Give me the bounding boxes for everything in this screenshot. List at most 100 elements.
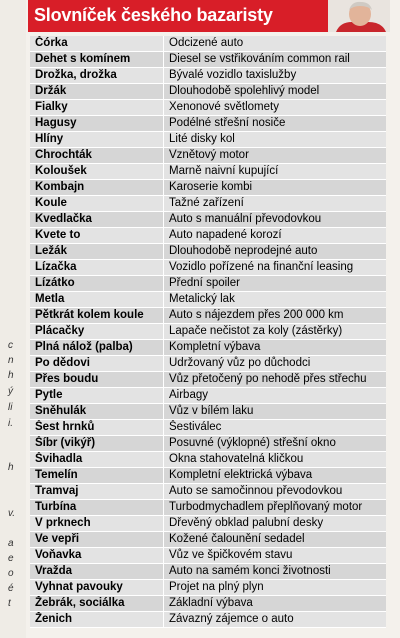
fragment: n bbox=[8, 355, 14, 366]
fragment: v. bbox=[8, 508, 16, 519]
term: Plácačky bbox=[30, 324, 164, 339]
term: Metla bbox=[30, 292, 164, 307]
table-row: Fialky Xenonové světlomety bbox=[30, 100, 386, 116]
term: Koloušek bbox=[30, 164, 164, 179]
definition: Základní výbava bbox=[169, 597, 253, 609]
term: Temelín bbox=[30, 468, 164, 483]
table-row: Ženich Závazný zájemce o auto bbox=[30, 612, 386, 628]
table-row: Hagusy Podélné střešní nosiče bbox=[30, 116, 386, 132]
table-row: Pytle Airbagy bbox=[30, 388, 386, 404]
fragment: ý bbox=[8, 386, 13, 397]
term: Pětkrát kolem koule bbox=[30, 308, 164, 323]
definition: Vůz v bílém laku bbox=[169, 405, 254, 417]
table-row: Kvete to Auto napadené korozí bbox=[30, 228, 386, 244]
table-row: Hlíny Lité disky kol bbox=[30, 132, 386, 148]
definition: Diesel se vstřikováním common rail bbox=[169, 53, 350, 65]
table-row: Chrochták Vznětový motor bbox=[30, 148, 386, 164]
table-row: Plná nálož (palba) Kompletní výbava bbox=[30, 340, 386, 356]
fragment: c bbox=[8, 340, 13, 351]
table-row: Lízátko Přední spoiler bbox=[30, 276, 386, 292]
term: Tramvaj bbox=[30, 484, 164, 499]
fragment: o bbox=[8, 568, 14, 579]
term: Žebrák, sociálka bbox=[30, 596, 164, 611]
table-row: Žebrák, sociálka Základní výbava bbox=[30, 596, 386, 612]
term: Fialky bbox=[30, 100, 164, 115]
table-row: Sněhulák Vůz v bílém laku bbox=[30, 404, 386, 420]
term: Dehet s komínem bbox=[30, 52, 164, 67]
definition: Udržovaný vůz po důchodci bbox=[169, 357, 311, 369]
fragment: e bbox=[8, 553, 14, 564]
definition: Xenonové světlomety bbox=[169, 101, 279, 113]
definition: Podélné střešní nosiče bbox=[169, 117, 286, 129]
term: Koule bbox=[30, 196, 164, 211]
header: Slovníček českého bazaristy bbox=[28, 0, 390, 32]
term: Lízačka bbox=[30, 260, 164, 275]
fragment: h bbox=[8, 370, 14, 381]
definition: Vůz ve špičkovém stavu bbox=[169, 549, 293, 561]
definition: Airbagy bbox=[169, 389, 208, 401]
term: Voňavka bbox=[30, 548, 164, 563]
fragment: i. bbox=[8, 418, 13, 429]
table-row: Ležák Dlouhodobě neprodejné auto bbox=[30, 244, 386, 260]
table-row: Ve vepři Kožené čalounění sedadel bbox=[30, 532, 386, 548]
definition: Auto napadené korozí bbox=[169, 229, 282, 241]
table-row: Metla Metalický lak bbox=[30, 292, 386, 308]
table-row: Šest hrnků Šestiválec bbox=[30, 420, 386, 436]
term: Hagusy bbox=[30, 116, 164, 131]
table-row: Pětkrát kolem koule Auto s nájezdem přes … bbox=[30, 308, 386, 324]
term: Ženich bbox=[30, 612, 164, 627]
term: Čórka bbox=[30, 36, 164, 51]
definition: Metalický lak bbox=[169, 293, 235, 305]
fragment: h bbox=[8, 462, 14, 473]
table-row: Vyhnat pavouky Projet na plný plyn bbox=[30, 580, 386, 596]
definition: Kompletní výbava bbox=[169, 341, 261, 353]
term: V prknech bbox=[30, 516, 164, 531]
definition: Auto s manuální převodovkou bbox=[169, 213, 322, 225]
table-row: Po dědovi Udržovaný vůz po důchodci bbox=[30, 356, 386, 372]
definition: Kompletní elektrická výbava bbox=[169, 469, 313, 481]
term: Chrochták bbox=[30, 148, 164, 163]
table-row: Švihadla Okna stahovatelná kličkou bbox=[30, 452, 386, 468]
term: Turbína bbox=[30, 500, 164, 515]
definition: Odcizené auto bbox=[169, 37, 244, 49]
table-row: Temelín Kompletní elektrická výbava bbox=[30, 468, 386, 484]
fragment: t bbox=[8, 598, 11, 609]
fragment: é bbox=[8, 583, 14, 594]
definition: Projet na plný plyn bbox=[169, 581, 264, 593]
term: Kombajn bbox=[30, 180, 164, 195]
definition: Vozidlo pořízené na finanční leasing bbox=[169, 261, 354, 273]
definition: Marně naivní kupující bbox=[169, 165, 279, 177]
definition: Dřevěný obklad palubní desky bbox=[169, 517, 324, 529]
table-row: Drožka, drožka Bývalé vozidlo taxislužby bbox=[30, 68, 386, 84]
term: Přes boudu bbox=[30, 372, 164, 387]
table-row: V prknech Dřevěný obklad palubní desky bbox=[30, 516, 386, 532]
table-row: Vražda Auto na samém konci životnosti bbox=[30, 564, 386, 580]
table-row: Voňavka Vůz ve špičkovém stavu bbox=[30, 548, 386, 564]
table-row: Tramvaj Auto se samočinnou převodovkou bbox=[30, 484, 386, 500]
term: Lízátko bbox=[30, 276, 164, 291]
table-row: Koloušek Marně naivní kupující bbox=[30, 164, 386, 180]
term: Kvedlačka bbox=[30, 212, 164, 227]
term: Ve vepři bbox=[30, 532, 164, 547]
table-row: Kombajn Karoserie kombi bbox=[30, 180, 386, 196]
glossary-table: Čórka Odcizené auto Dehet s komínem Diesel … bbox=[30, 36, 386, 628]
table-row: Šíbr (vikýř) Posuvné (výklopné) střešní o… bbox=[30, 436, 386, 452]
term: Hlíny bbox=[30, 132, 164, 147]
table-row: Kvedlačka Auto s manuální převodovkou bbox=[30, 212, 386, 228]
term: Šíbr (vikýř) bbox=[30, 436, 164, 451]
table-row: Čórka Odcizené auto bbox=[30, 36, 386, 52]
table-row: Plácačky Lapače nečistot za koly (zástěrk… bbox=[30, 324, 386, 340]
term: Kvete to bbox=[30, 228, 164, 243]
definition: Posuvné (výklopné) střešní okno bbox=[169, 437, 336, 449]
definition: Lité disky kol bbox=[169, 133, 235, 145]
table-row: Koule Tažné zařízení bbox=[30, 196, 386, 212]
definition: Vznětový motor bbox=[169, 149, 249, 161]
term: Ležák bbox=[30, 244, 164, 259]
term: Pytle bbox=[30, 388, 164, 403]
term: Plná nálož (palba) bbox=[30, 340, 164, 355]
definition: Šestiválec bbox=[169, 421, 222, 433]
definition: Tažné zařízení bbox=[169, 197, 244, 209]
portrait bbox=[328, 0, 390, 32]
table-row: Turbína Turbodmychadlem přeplňovaný motor bbox=[30, 500, 386, 516]
